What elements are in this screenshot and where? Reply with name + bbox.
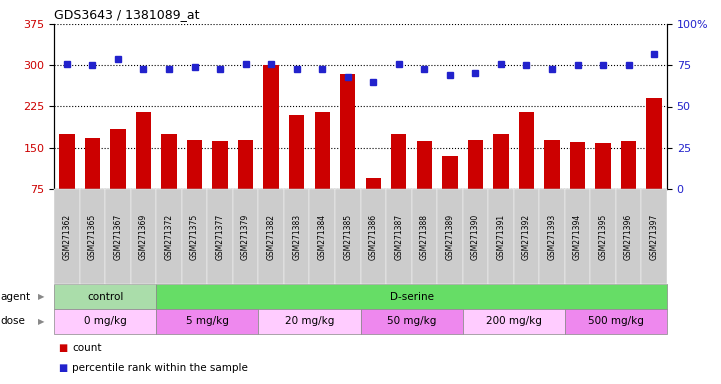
Text: GSM271385: GSM271385 xyxy=(343,214,353,260)
Bar xyxy=(366,178,381,230)
Text: GSM271382: GSM271382 xyxy=(267,214,275,260)
Text: dose: dose xyxy=(1,316,26,326)
Text: GSM271387: GSM271387 xyxy=(394,214,403,260)
Text: GSM271396: GSM271396 xyxy=(624,214,633,260)
Text: GSM271372: GSM271372 xyxy=(164,214,174,260)
Text: GSM271377: GSM271377 xyxy=(216,214,224,260)
Text: percentile rank within the sample: percentile rank within the sample xyxy=(72,363,248,373)
Text: ▶: ▶ xyxy=(37,317,44,326)
Bar xyxy=(162,134,177,230)
Bar xyxy=(156,284,667,309)
Bar xyxy=(565,309,667,334)
Bar xyxy=(54,309,156,334)
Text: ■: ■ xyxy=(58,363,67,373)
Text: 500 mg/kg: 500 mg/kg xyxy=(588,316,644,326)
Bar xyxy=(85,138,100,230)
Bar xyxy=(54,284,156,309)
Bar xyxy=(463,309,565,334)
Bar xyxy=(340,73,355,230)
Text: GDS3643 / 1381089_at: GDS3643 / 1381089_at xyxy=(54,8,200,22)
Text: D-serine: D-serine xyxy=(389,291,433,301)
Text: GSM271391: GSM271391 xyxy=(497,214,505,260)
Text: GSM271394: GSM271394 xyxy=(573,214,582,260)
Text: GSM271383: GSM271383 xyxy=(292,214,301,260)
Text: ▶: ▶ xyxy=(37,292,44,301)
Bar xyxy=(647,98,662,230)
Bar xyxy=(544,139,559,230)
Text: 200 mg/kg: 200 mg/kg xyxy=(486,316,541,326)
Bar xyxy=(519,112,534,230)
Bar xyxy=(570,142,585,230)
Text: GSM271362: GSM271362 xyxy=(62,214,71,260)
Text: agent: agent xyxy=(1,291,31,301)
Text: GSM271384: GSM271384 xyxy=(318,214,327,260)
Text: GSM271375: GSM271375 xyxy=(190,214,199,260)
Text: count: count xyxy=(72,343,102,353)
Bar xyxy=(59,134,74,230)
Text: GSM271369: GSM271369 xyxy=(139,214,148,260)
Text: GSM271379: GSM271379 xyxy=(241,214,250,260)
Text: 50 mg/kg: 50 mg/kg xyxy=(387,316,436,326)
Text: GSM271367: GSM271367 xyxy=(113,214,123,260)
Text: GSM271389: GSM271389 xyxy=(446,214,454,260)
Text: GSM271395: GSM271395 xyxy=(598,214,608,260)
Bar xyxy=(442,156,458,230)
Bar xyxy=(238,139,253,230)
Bar xyxy=(213,141,228,230)
Bar xyxy=(187,139,202,230)
Text: 20 mg/kg: 20 mg/kg xyxy=(285,316,334,326)
Text: 0 mg/kg: 0 mg/kg xyxy=(84,316,126,326)
Bar xyxy=(156,309,258,334)
Bar xyxy=(468,139,483,230)
Text: control: control xyxy=(87,291,123,301)
Bar xyxy=(596,143,611,230)
Bar xyxy=(493,134,508,230)
Bar xyxy=(621,141,637,230)
Text: ■: ■ xyxy=(58,343,67,353)
Bar xyxy=(258,309,360,334)
Text: GSM271397: GSM271397 xyxy=(650,214,659,260)
Bar xyxy=(360,309,463,334)
Text: GSM271393: GSM271393 xyxy=(547,214,557,260)
Text: GSM271388: GSM271388 xyxy=(420,214,429,260)
Bar xyxy=(314,112,329,230)
Bar xyxy=(110,129,125,230)
Bar xyxy=(417,141,432,230)
Bar xyxy=(263,65,279,230)
Text: GSM271365: GSM271365 xyxy=(88,214,97,260)
Bar xyxy=(391,134,407,230)
Text: 5 mg/kg: 5 mg/kg xyxy=(186,316,229,326)
Bar xyxy=(136,112,151,230)
Text: GSM271392: GSM271392 xyxy=(522,214,531,260)
Text: GSM271390: GSM271390 xyxy=(471,214,480,260)
Bar xyxy=(289,115,304,230)
Text: GSM271386: GSM271386 xyxy=(368,214,378,260)
